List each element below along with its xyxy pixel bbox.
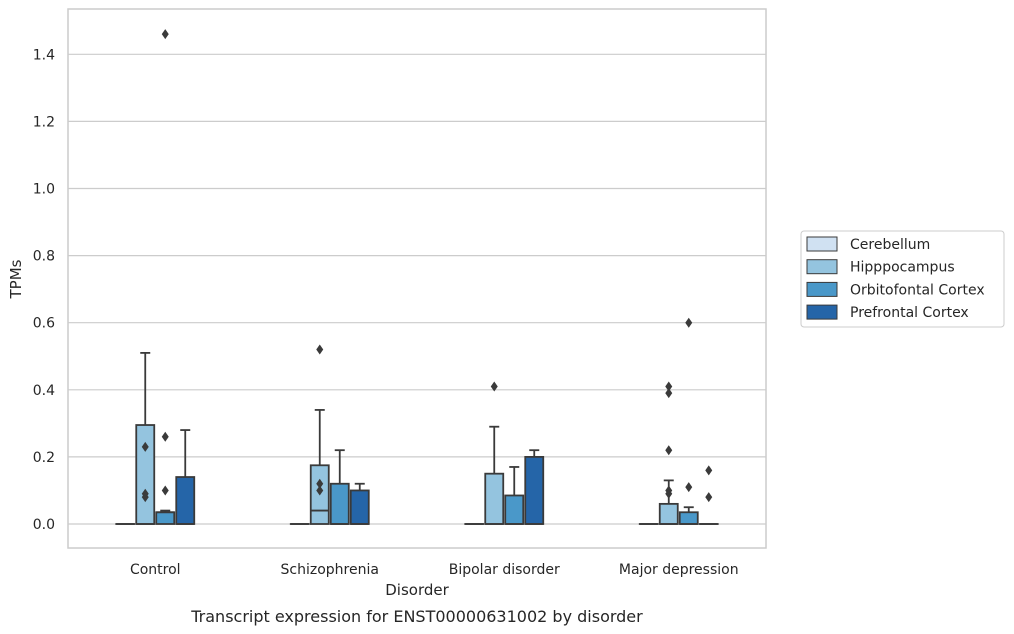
outlier-point: [161, 485, 169, 496]
y-tick-label: 1.0: [33, 182, 55, 198]
outlier-point: [161, 431, 169, 442]
x-tick-label: Schizophrenia: [281, 562, 379, 578]
outlier-point: [705, 492, 713, 503]
y-tick-label: 0.6: [33, 316, 55, 332]
outlier-point: [316, 485, 324, 496]
box: [504, 494, 525, 525]
box-group: [175, 429, 196, 525]
box: [155, 511, 176, 525]
outlier-point: [665, 381, 673, 392]
legend-frame: [800, 230, 1005, 328]
legend-swatch: [806, 304, 838, 320]
outlier-point: [705, 465, 713, 476]
box-group: [524, 449, 545, 525]
box-group: [504, 466, 525, 525]
outlier-point: [685, 317, 693, 328]
outlier-point: [141, 441, 149, 452]
box-group: [349, 482, 370, 525]
box-group: [658, 381, 679, 525]
outlier-point: [665, 388, 673, 399]
x-tick-label: Major depression: [619, 562, 739, 578]
outlier-point: [316, 478, 324, 489]
legend-swatch: [806, 236, 838, 252]
legend-swatch: [806, 259, 838, 275]
box: [658, 502, 679, 525]
y-tick-label: 1.2: [33, 114, 55, 130]
y-tick-label: 1.4: [33, 47, 55, 63]
box: [135, 424, 156, 525]
y-axis-title: TPMs: [7, 259, 25, 299]
box: [524, 455, 545, 525]
box-group: [135, 351, 156, 525]
y-tick-label: 0.8: [33, 249, 55, 265]
box-group: [155, 29, 176, 525]
y-tick-label: 0.4: [33, 383, 55, 399]
legend: Cerebellum Hipppocampus Orbitofontal Corte…: [800, 230, 1005, 328]
legend-swatch: [806, 281, 838, 297]
box-group: [309, 344, 330, 525]
legend-label: Orbitofontal Cortex: [850, 282, 985, 298]
x-tick-label: Bipolar disorder: [449, 562, 560, 578]
plot-frame: [67, 8, 767, 549]
chart-caption: Transcript expression for ENST0000063100…: [190, 607, 643, 626]
outlier-point: [665, 485, 673, 496]
legend-label: Prefrontal Cortex: [850, 305, 969, 321]
box: [484, 472, 505, 525]
box: [329, 482, 350, 525]
legend-label: Cerebellum: [850, 237, 930, 253]
outlier-point: [161, 29, 169, 40]
box-group: [329, 449, 350, 525]
y-tick-label: 0.2: [33, 450, 55, 466]
outlier-point: [316, 344, 324, 355]
x-axis-ticks: Control Schizophrenia Bipolar disorder Majo…: [130, 562, 739, 578]
box: [175, 476, 196, 525]
box-series: [115, 29, 719, 525]
x-axis-title: Disorder: [385, 581, 449, 599]
y-axis-ticks: 0.0 0.2 0.4 0.6 0.8 1.0 1.2 1.4: [33, 47, 55, 533]
outlier-point: [141, 488, 149, 499]
outlier-point: [490, 381, 498, 392]
box-group: [698, 465, 719, 525]
box-group: [678, 317, 699, 525]
gridlines: [68, 53, 766, 525]
box-group: [484, 381, 505, 525]
box: [678, 511, 699, 525]
y-tick-label: 0.0: [33, 517, 55, 533]
legend-label: Hipppocampus: [850, 260, 955, 276]
outlier-point: [665, 445, 673, 456]
outlier-point: [685, 482, 693, 493]
x-tick-label: Control: [130, 562, 181, 578]
box: [349, 489, 370, 525]
